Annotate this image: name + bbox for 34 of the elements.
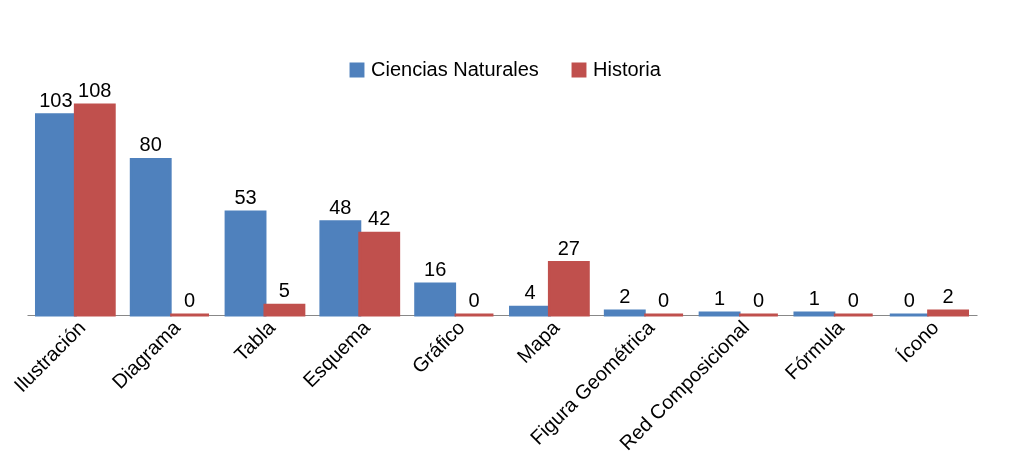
- legend-label: Historia: [593, 58, 662, 80]
- data-label: 0: [903, 289, 915, 311]
- data-label: 0: [752, 289, 765, 311]
- data-label: 103: [39, 88, 73, 111]
- data-label: 4: [524, 281, 536, 304]
- data-label: 0: [184, 289, 196, 311]
- data-label: 2: [619, 285, 631, 308]
- data-label: 0: [468, 289, 480, 311]
- data-label: 0: [847, 289, 859, 311]
- bar: [73, 103, 116, 317]
- bar: [603, 309, 646, 317]
- bar: [129, 157, 172, 317]
- bar: [224, 210, 267, 317]
- data-label: 108: [78, 79, 112, 101]
- data-label: 80: [139, 133, 162, 156]
- bar: [414, 282, 457, 317]
- data-label: 27: [557, 236, 580, 259]
- bar: [927, 309, 970, 317]
- data-label: 42: [368, 207, 391, 230]
- legend-label: Ciencias Naturales: [371, 58, 539, 80]
- bar: [509, 305, 551, 317]
- data-label: 1: [808, 287, 820, 310]
- data-label: 1: [714, 287, 726, 310]
- bar: [263, 303, 306, 317]
- data-label: 53: [234, 185, 257, 208]
- data-label: 5: [278, 279, 290, 302]
- data-label: 2: [942, 285, 954, 308]
- bar: [34, 113, 77, 317]
- bar: [319, 220, 362, 317]
- bar: [358, 231, 401, 317]
- bar: [547, 261, 590, 317]
- data-label: 48: [329, 195, 352, 218]
- data-label: 0: [658, 289, 670, 311]
- data-label: 16: [424, 257, 447, 280]
